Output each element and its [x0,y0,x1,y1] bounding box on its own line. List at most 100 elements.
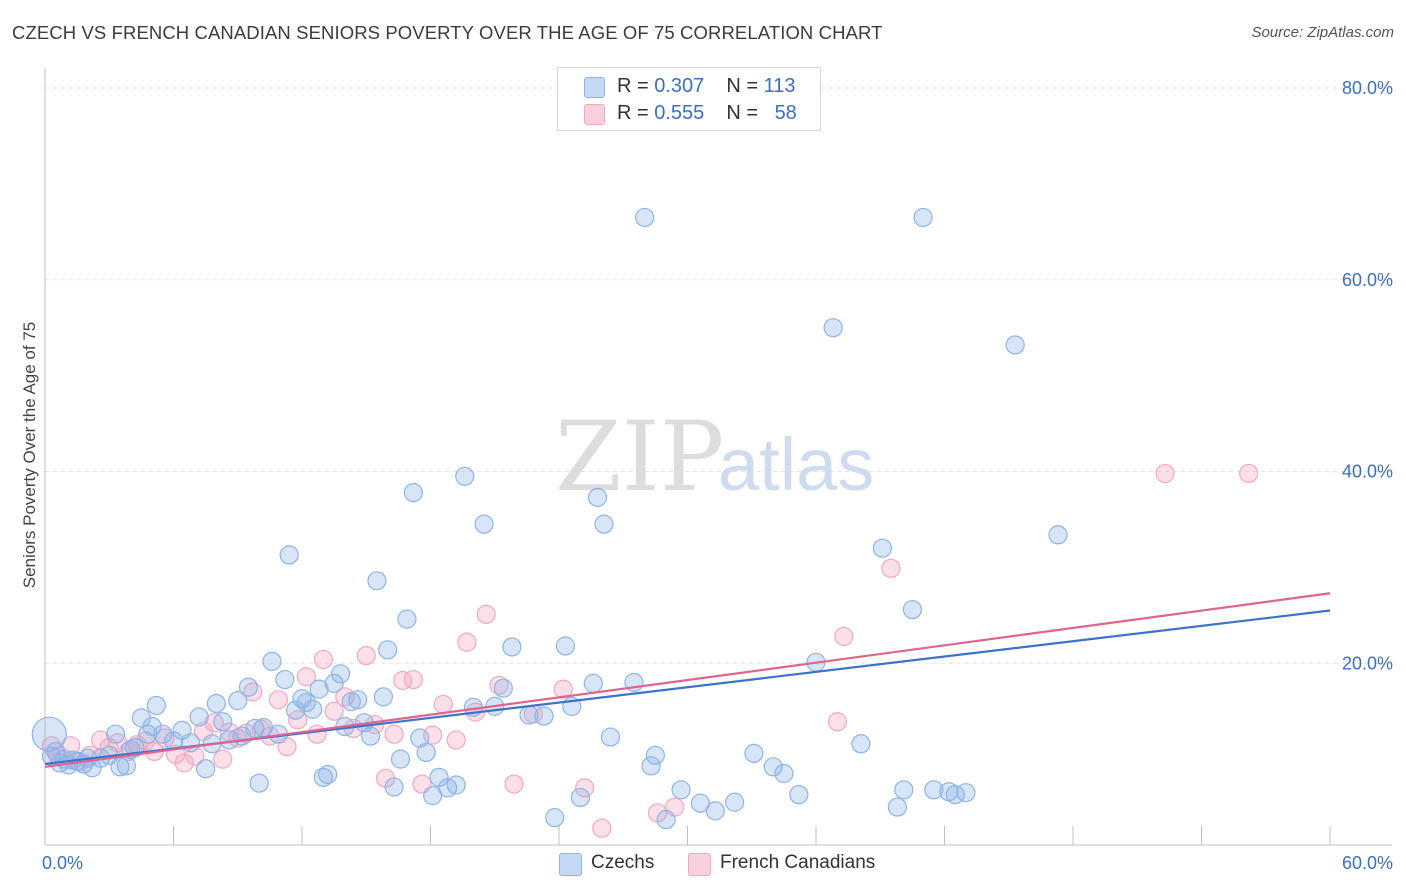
czechs-point-87 [641,756,661,776]
czechs-point-42 [285,700,306,720]
czechs-point-77 [545,808,565,828]
stats-legend: R = 0.307 N = 113 R = 0.555 N = 58 [557,67,821,131]
czechs-point-50 [330,664,351,684]
czechs-point-110 [1005,335,1025,355]
czechs-point-22 [153,724,173,744]
chart-title: CZECH VS FRENCH CANADIAN SENIORS POVERTY… [12,22,883,43]
czechs-point-81 [583,673,603,693]
czechs-point-106 [924,780,944,800]
czechs-point-34 [238,677,259,697]
french-canadians-point-58 [1155,463,1175,484]
french-canadians-point-43 [446,730,466,750]
french-canadians-point-46 [476,604,496,624]
french-canadians-point-48 [504,774,524,794]
czechs-n-value: 113 [763,75,796,97]
czechs-point-56 [367,571,387,591]
czechs-point-30 [213,712,233,732]
french-canadians-trend-line [44,592,1331,768]
x-tick-label-min: 0.0% [42,853,83,873]
czechs-point-103 [894,780,914,800]
legend-czechs-label: Czechs [591,852,655,873]
axes [44,68,1392,846]
czechs-point-73 [493,678,513,698]
czechs-point-80 [570,787,591,808]
czechs-point-90 [671,780,691,800]
french-canadians-point-59 [1239,463,1259,484]
watermark-zip: ZIP [555,401,724,513]
czechs-point-26 [189,707,209,727]
y-tick-label-2: 60.0% [1342,270,1393,290]
data-points [31,207,1259,838]
watermark-atlas: atlas [718,423,874,506]
czechs-point-100 [851,734,871,754]
french-canadians-n-value: 58 [774,102,797,124]
czechs-point-71 [474,514,494,534]
czechs-point-14 [110,757,130,777]
y-tick-label-3: 80.0% [1342,78,1393,98]
czechs-point-68 [446,775,466,795]
czechs-point-40 [275,669,295,690]
french-canadians-point-50 [553,679,573,699]
french-canadians-r-label: R = [617,102,655,124]
czechs-point-25 [181,733,201,753]
french-canadians-point-18 [213,749,233,769]
french-canadians-point-39 [403,669,423,690]
czechs-point-27 [196,759,216,779]
czechs-point-104 [902,599,922,620]
czechs-point-58 [378,640,398,660]
french-canadians-point-25 [268,690,289,710]
french-canadians-point-27 [288,710,308,730]
czechs-point-78 [555,636,576,656]
czechs-point-62 [403,482,423,503]
french-canadians-n-label: N = [726,102,764,124]
czechs-point-55 [360,726,381,746]
czechs-point-83 [594,514,614,534]
french-canadians-point-34 [356,645,376,666]
czechs-point-86 [635,207,655,228]
czechs-point-93 [725,792,745,812]
czechs-point-29 [206,693,226,714]
czechs-swatch [584,77,605,98]
watermark: ZIP atlas [555,401,874,513]
czechs-point-88 [645,745,665,765]
trend-lines [44,592,1331,768]
czechs-point-69 [455,466,475,486]
french-canadians-swatch [584,104,605,125]
french-canadians-r-value: 0.555 [654,102,705,124]
czechs-point-82 [587,487,608,507]
czechs-point-101 [872,538,892,558]
french-canadians-point-29 [307,724,327,744]
czechs-r-label: R = [617,75,655,97]
czechs-point-13 [106,724,126,744]
czechs-point-102 [887,797,907,817]
czechs-point-96 [774,763,794,784]
french-canadians-point-52 [592,818,612,838]
czechs-point-15 [116,756,136,776]
tick-labels: 20.0% 40.0% 60.0% 80.0% 0.0% 60.0% [42,78,1393,873]
czechs-point-53 [348,690,368,710]
legend-french-canadians-swatch [688,853,711,876]
czechs-point-38 [262,651,282,671]
french-canadians-point-44 [457,632,477,652]
french-canadians-point-37 [384,724,404,744]
czechs-point-36 [249,773,269,793]
legend-french-canadians-label: French Canadians [720,852,876,873]
french-canadians-point-51 [575,778,595,798]
french-canadians-point-14 [174,753,194,773]
czechs-n-label: N = [726,75,764,97]
czechs-point-74 [502,637,522,657]
czechs-point-63 [410,728,430,748]
czechs-point-92 [705,801,725,821]
czechs-point-21 [146,695,166,716]
french-canadians-point-56 [834,626,854,647]
czechs-point-95 [763,757,783,777]
french-canadians-point-55 [827,712,848,732]
legend-czechs-swatch [559,853,582,876]
czechs-r-value: 0.307 [654,75,705,97]
french-canadians-point-38 [393,670,413,691]
czechs-point-32 [228,691,248,711]
french-canadians-point-30 [313,649,334,670]
y-tick-label-0: 20.0% [1342,653,1393,673]
gridlines [45,87,1392,664]
